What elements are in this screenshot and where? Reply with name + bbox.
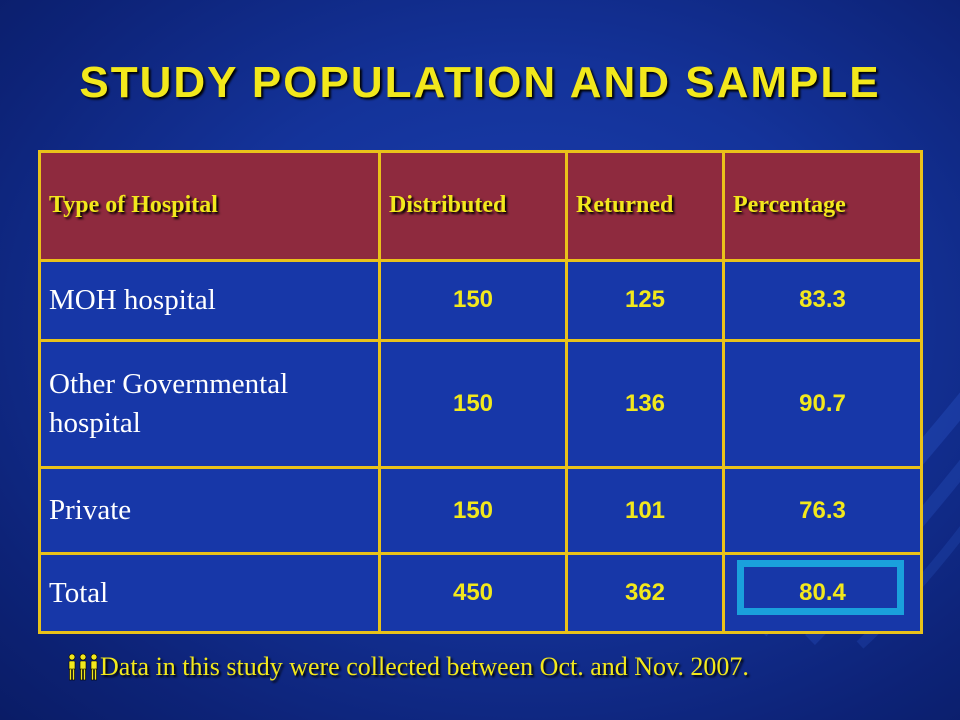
hospital-type: Total (38, 552, 381, 634)
distributed-value: 150 (378, 258, 568, 343)
table-row: MOH hospital 150 125 83.3 (38, 258, 923, 343)
percentage-value-highlighted: 80.4 (722, 552, 923, 634)
hospital-type: MOH hospital (38, 258, 381, 343)
distributed-value: 150 (378, 339, 568, 469)
slide-title: Study Population and Sample (79, 58, 881, 107)
returned-value: 362 (565, 552, 725, 634)
returned-value: 125 (565, 258, 725, 343)
table-row-total: Total 450 362 80.4 (38, 552, 923, 634)
header-distributed: Distributed (378, 150, 568, 262)
percentage-value: 83.3 (722, 258, 923, 343)
table-header-row: Type of Hospital Distributed Returned Pe… (38, 150, 923, 262)
hospital-type: Other Governmental hospital (38, 339, 381, 469)
percentage-value: 90.7 (722, 339, 923, 469)
total-percentage: 80.4 (799, 579, 846, 607)
table-row: Private 150 101 76.3 (38, 465, 923, 556)
header-type-of-hospital: Type of Hospital (38, 150, 381, 262)
footnote: Data in this study were collected betwee… (66, 652, 749, 682)
header-percentage: Percentage (722, 150, 923, 262)
percentage-value: 76.3 (722, 465, 923, 556)
distributed-value: 150 (378, 465, 568, 556)
header-returned: Returned (565, 150, 725, 262)
hospital-type: Private (38, 465, 381, 556)
distributed-value: 450 (378, 552, 568, 634)
table-row: Other Governmental hospital 150 136 90.7 (38, 339, 923, 469)
hospital-table: Type of Hospital Distributed Returned Pe… (38, 150, 923, 634)
people-icon (68, 653, 98, 681)
footnote-text: Data in this study were collected betwee… (100, 652, 749, 681)
returned-value: 101 (565, 465, 725, 556)
returned-value: 136 (565, 339, 725, 469)
